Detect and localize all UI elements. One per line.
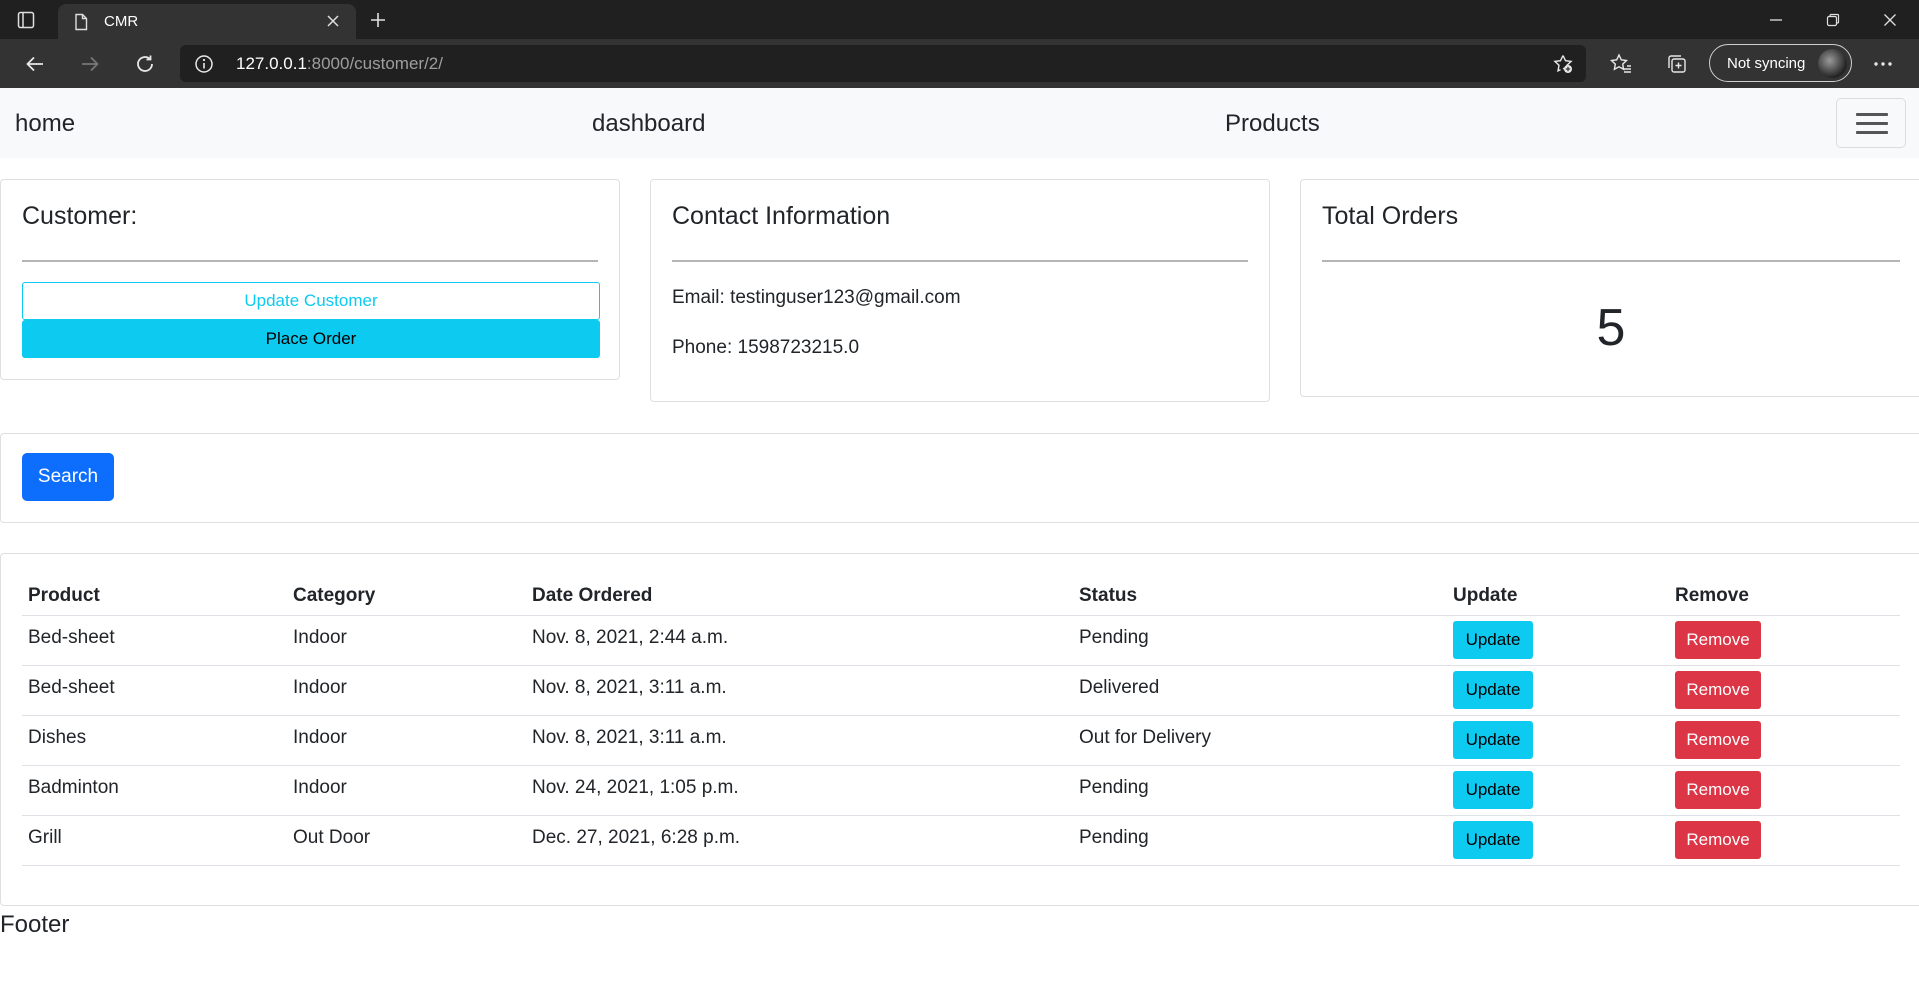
plus-icon[interactable]	[366, 8, 390, 32]
more-icon[interactable]	[1869, 51, 1897, 77]
page-footer: Footer	[0, 911, 70, 938]
divider	[672, 260, 1248, 262]
update-order-button[interactable]: Update	[1453, 670, 1533, 709]
address-bar[interactable]: 127.0.0.1:8000/customer/2/	[180, 45, 1586, 82]
table-row: Bed-sheet Indoor Nov. 8, 2021, 2:44 a.m.…	[22, 615, 1900, 666]
minimize-icon[interactable]	[1762, 6, 1790, 34]
page-icon	[72, 13, 90, 31]
forward-arrow-icon[interactable]	[76, 50, 104, 78]
window-close-icon[interactable]	[1876, 6, 1904, 34]
sidebar-toggle-icon[interactable]	[14, 8, 38, 32]
column-header: Remove	[1669, 577, 1900, 616]
status-cell: Pending	[1073, 615, 1447, 666]
date-cell: Dec. 27, 2021, 6:28 p.m.	[526, 815, 1073, 866]
address-path: :8000/customer/2/	[306, 54, 443, 73]
place-order-button[interactable]: Place Order	[22, 320, 600, 358]
status-cell: Pending	[1073, 765, 1447, 816]
nav-link-dashboard[interactable]: dashboard	[592, 110, 706, 137]
status-cell: Pending	[1073, 815, 1447, 866]
divider	[1322, 260, 1900, 262]
contact-phone: Phone: 1598723215.0	[672, 337, 860, 358]
contact-card-title: Contact Information	[672, 202, 891, 230]
category-cell: Indoor	[287, 765, 526, 816]
table-row: Dishes Indoor Nov. 8, 2021, 3:11 a.m. Ou…	[22, 715, 1900, 766]
product-cell: Bed-sheet	[22, 665, 287, 716]
remove-order-button[interactable]: Remove	[1675, 620, 1761, 659]
product-cell: Badminton	[22, 765, 287, 816]
remove-order-button[interactable]: Remove	[1675, 720, 1761, 759]
update-customer-button[interactable]: Update Customer	[22, 282, 600, 320]
add-favorite-icon[interactable]	[1552, 53, 1574, 75]
table-header-row: Product Category Date Ordered Status Upd…	[22, 577, 1900, 616]
sync-label: Not syncing	[1727, 55, 1806, 72]
column-header: Status	[1073, 577, 1447, 616]
contact-card: Contact Information Email: testinguser12…	[650, 179, 1270, 402]
column-header: Category	[287, 577, 526, 616]
status-cell: Delivered	[1073, 665, 1447, 716]
back-arrow-icon[interactable]	[21, 50, 49, 78]
table-row: Grill Out Door Dec. 27, 2021, 6:28 p.m. …	[22, 815, 1900, 866]
category-cell: Indoor	[287, 615, 526, 666]
remove-order-button[interactable]: Remove	[1675, 820, 1761, 859]
update-order-button[interactable]: Update	[1453, 620, 1533, 659]
date-cell: Nov. 8, 2021, 3:11 a.m.	[526, 665, 1073, 716]
total-orders-card: Total Orders 5	[1300, 179, 1919, 397]
browser-toolbar: 127.0.0.1:8000/customer/2/ Not syncing	[0, 39, 1919, 88]
column-header: Product	[22, 577, 287, 616]
contact-email: Email: testinguser123@gmail.com	[672, 287, 961, 308]
column-header: Update	[1447, 577, 1669, 616]
date-cell: Nov. 8, 2021, 2:44 a.m.	[526, 615, 1073, 666]
search-card: Search	[0, 433, 1919, 523]
nav-link-products[interactable]: Products	[1225, 110, 1320, 137]
avatar	[1818, 49, 1847, 78]
status-cell: Out for Delivery	[1073, 715, 1447, 766]
total-orders-count: 5	[1596, 299, 1626, 357]
table-row: Badminton Indoor Nov. 24, 2021, 1:05 p.m…	[22, 765, 1900, 816]
column-header: Date Ordered	[526, 577, 1073, 616]
product-cell: Grill	[22, 815, 287, 866]
close-icon[interactable]	[324, 12, 342, 30]
browser-tab[interactable]: CMR	[58, 4, 356, 39]
update-order-button[interactable]: Update	[1453, 720, 1533, 759]
nav-link-home[interactable]: home	[15, 110, 76, 137]
info-icon[interactable]	[194, 54, 214, 74]
category-cell: Out Door	[287, 815, 526, 866]
browser-tab-bar: CMR	[0, 0, 1919, 39]
total-orders-title: Total Orders	[1322, 202, 1459, 230]
update-order-button[interactable]: Update	[1453, 820, 1533, 859]
date-cell: Nov. 24, 2021, 1:05 p.m.	[526, 765, 1073, 816]
favorites-icon[interactable]	[1608, 51, 1634, 77]
divider	[22, 260, 598, 262]
update-order-button[interactable]: Update	[1453, 770, 1533, 809]
restore-icon[interactable]	[1819, 6, 1847, 34]
address-host: 127.0.0.1	[236, 54, 307, 73]
hamburger-icon[interactable]	[1836, 98, 1906, 148]
product-cell: Bed-sheet	[22, 615, 287, 666]
customer-card-title: Customer:	[22, 202, 138, 230]
page-content: home dashboard Products Customer: Update…	[0, 88, 1919, 991]
orders-table: Product Category Date Ordered Status Upd…	[22, 577, 1900, 866]
tab-title: CMR	[104, 13, 139, 30]
table-row: Bed-sheet Indoor Nov. 8, 2021, 3:11 a.m.…	[22, 665, 1900, 716]
orders-table-card: Product Category Date Ordered Status Upd…	[0, 553, 1919, 906]
remove-order-button[interactable]: Remove	[1675, 770, 1761, 809]
sync-profile-button[interactable]: Not syncing	[1709, 44, 1852, 82]
customer-card: Customer: Update Customer Place Order	[0, 179, 620, 380]
address-url[interactable]: 127.0.0.1:8000/customer/2/	[236, 54, 443, 74]
collections-icon[interactable]	[1664, 51, 1690, 77]
date-cell: Nov. 8, 2021, 3:11 a.m.	[526, 715, 1073, 766]
site-navbar: home dashboard Products	[0, 88, 1919, 158]
product-cell: Dishes	[22, 715, 287, 766]
refresh-icon[interactable]	[131, 50, 159, 78]
category-cell: Indoor	[287, 715, 526, 766]
remove-order-button[interactable]: Remove	[1675, 670, 1761, 709]
category-cell: Indoor	[287, 665, 526, 716]
search-button[interactable]: Search	[22, 453, 114, 501]
